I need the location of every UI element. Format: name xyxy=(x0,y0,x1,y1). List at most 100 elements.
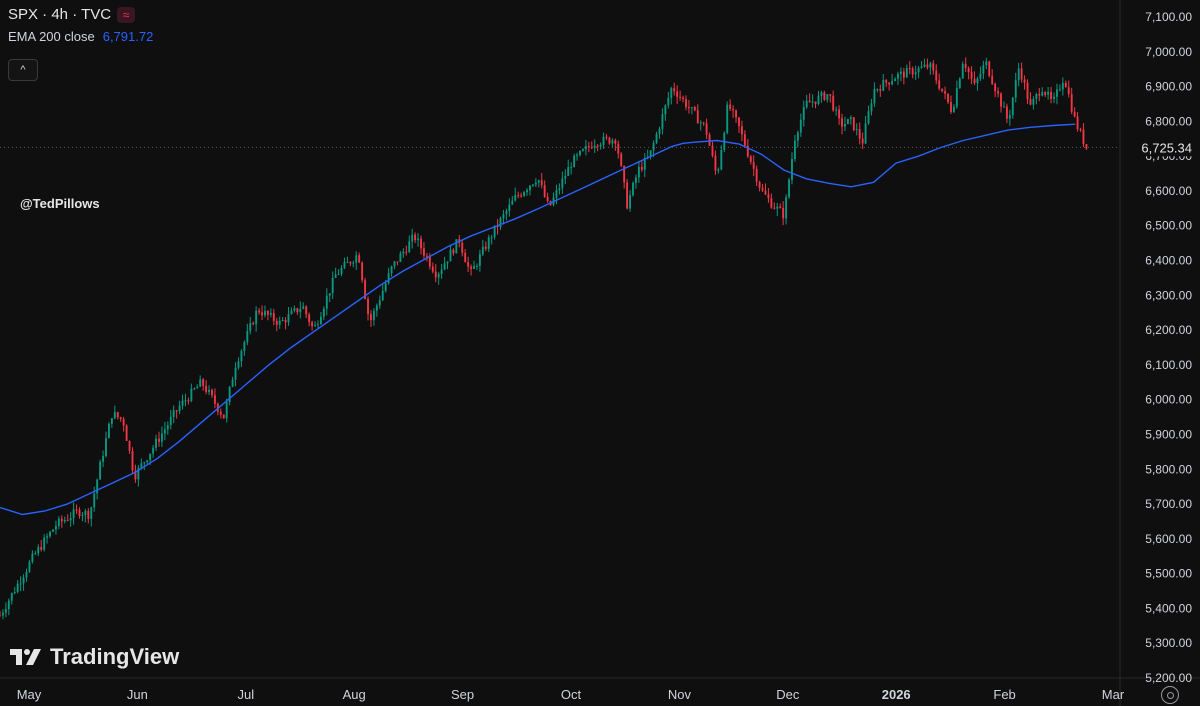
candle-body xyxy=(290,310,293,315)
y-tick-label: 7,100.00 xyxy=(1145,10,1192,24)
candle-body xyxy=(561,178,564,189)
candle-body xyxy=(540,180,543,186)
candle-body xyxy=(926,64,929,68)
candle-body xyxy=(584,146,587,150)
candle-body xyxy=(34,553,37,555)
candle-body xyxy=(699,122,702,124)
x-tick-label: Dec xyxy=(776,687,800,702)
candle-body xyxy=(358,255,361,263)
candle-body xyxy=(849,117,852,119)
candle-body xyxy=(670,88,673,98)
x-tick-label: 2026 xyxy=(882,687,911,702)
candle-body xyxy=(60,518,63,522)
candle-body xyxy=(328,293,331,296)
candle-body xyxy=(593,145,596,148)
candle-body xyxy=(387,273,390,284)
candle-body xyxy=(746,145,749,157)
candle-body xyxy=(576,154,579,156)
candle-body xyxy=(54,525,57,530)
candle-body xyxy=(911,68,914,75)
indicator-row[interactable]: EMA 200 close 6,791.72 xyxy=(8,29,153,44)
candle-body xyxy=(573,155,576,168)
candle-body xyxy=(228,386,231,403)
candle-body xyxy=(782,208,785,219)
candle-body xyxy=(897,73,899,79)
candle-body xyxy=(143,462,146,464)
x-tick-label: Sep xyxy=(451,687,474,702)
candle-body xyxy=(740,126,743,135)
candle-body xyxy=(166,425,169,430)
symbol-row[interactable]: SPX · 4h · TVC ≈ xyxy=(8,6,153,23)
candle-body xyxy=(785,197,788,219)
candle-body xyxy=(434,271,437,278)
ema-200-line xyxy=(0,123,1076,516)
candle-body xyxy=(478,254,481,266)
candle-body xyxy=(950,102,952,112)
candle-body xyxy=(172,410,175,417)
candle-body xyxy=(985,61,988,66)
candle-body xyxy=(343,262,346,269)
candle-body xyxy=(661,114,664,129)
indicator-label[interactable]: EMA 200 close xyxy=(8,29,95,44)
indicator-value: 6,791.72 xyxy=(102,29,154,44)
x-tick-label: Aug xyxy=(343,687,366,702)
candle-body xyxy=(899,71,902,74)
candle-body xyxy=(487,237,490,249)
candle-body xyxy=(219,411,222,415)
candle-body xyxy=(425,255,428,257)
candle-body xyxy=(249,323,252,332)
y-tick-label: 6,200.00 xyxy=(1145,323,1192,337)
candle-body xyxy=(873,89,876,104)
y-tick-label: 6,900.00 xyxy=(1145,80,1192,94)
candle-body xyxy=(293,308,296,311)
candle-body xyxy=(90,507,93,519)
candle-body xyxy=(396,261,399,263)
candle-body xyxy=(964,63,967,68)
candle-body xyxy=(726,104,729,133)
tradingview-logo[interactable]: TradingView xyxy=(10,644,179,670)
y-tick-label: 6,500.00 xyxy=(1145,219,1192,233)
candle-body xyxy=(749,156,752,163)
candle-body xyxy=(555,190,558,198)
candle-body xyxy=(517,195,520,197)
candle-body xyxy=(78,509,81,516)
candle-body xyxy=(1050,91,1053,99)
candle-body xyxy=(337,273,340,275)
x-tick-label: Jul xyxy=(237,687,254,702)
candle-body xyxy=(125,425,128,441)
candle-body xyxy=(393,261,396,267)
candle-body xyxy=(399,253,402,262)
x-tick-label: Nov xyxy=(668,687,692,702)
candle-body xyxy=(814,101,817,104)
y-tick-label: 5,500.00 xyxy=(1145,567,1192,581)
y-tick-label: 7,000.00 xyxy=(1145,45,1192,59)
candle-body xyxy=(446,261,449,264)
collapse-legend-button[interactable]: ^ xyxy=(8,59,38,81)
candle-body xyxy=(37,547,40,554)
market-status-icon[interactable]: ≈ xyxy=(117,6,136,23)
candle-body xyxy=(876,89,879,91)
candle-body xyxy=(770,198,773,208)
candle-body xyxy=(567,167,570,177)
candle-body xyxy=(882,80,885,91)
symbol-title[interactable]: SPX · 4h · TVC xyxy=(8,6,112,23)
candle-body xyxy=(505,210,508,215)
candle-body xyxy=(99,461,102,480)
candle-body xyxy=(558,188,561,191)
candle-body xyxy=(923,64,926,67)
candle-body xyxy=(520,195,523,197)
candle-body xyxy=(455,239,458,254)
candle-body xyxy=(708,134,711,146)
candle-body xyxy=(464,252,467,263)
chart-legend: SPX · 4h · TVC ≈ EMA 200 close 6,791.72 xyxy=(8,6,153,44)
candle-body xyxy=(246,331,249,343)
candle-body xyxy=(523,192,526,196)
settings-icon[interactable] xyxy=(1161,686,1179,704)
candle-body xyxy=(146,460,149,463)
y-tick-label: 5,900.00 xyxy=(1145,427,1192,441)
candle-body xyxy=(735,110,737,118)
candle-body xyxy=(66,519,69,521)
candle-body xyxy=(958,78,961,89)
candle-body xyxy=(275,320,278,325)
